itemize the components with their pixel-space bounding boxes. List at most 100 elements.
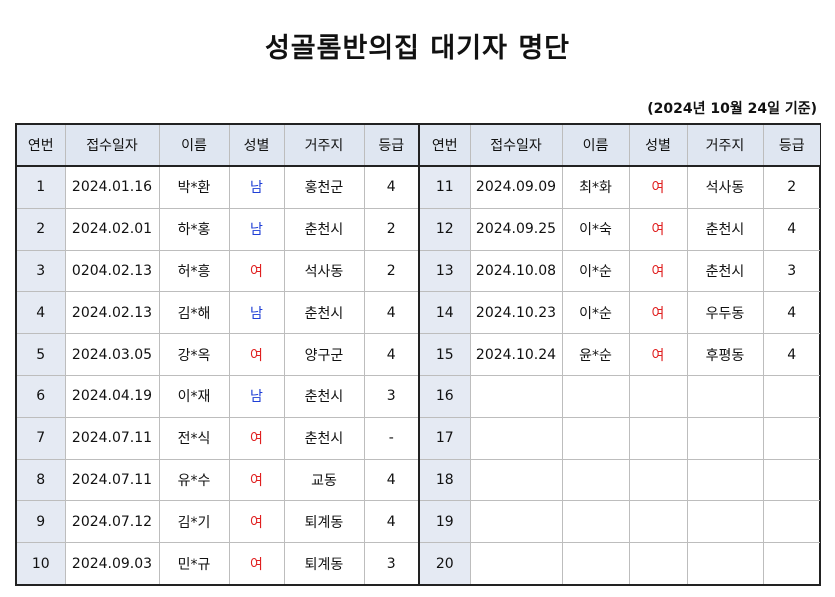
cell-name: 이*숙 [561, 207, 630, 251]
cell-grade: 4 [762, 291, 820, 335]
cell-grade: 3 [762, 249, 820, 293]
cell-name: 이*재 [158, 374, 230, 418]
cell-no: 13 [420, 249, 471, 293]
cell-grade: 2 [363, 207, 419, 251]
cell-no: 5 [17, 333, 66, 376]
cell-date: 2024.01.16 [64, 165, 160, 209]
table-row: 11 2024.09.09 최*화 여 석사동 2 [420, 165, 820, 209]
waitlist-table-right: 연번 접수일자 이름 성별 거주지 등급 11 2024.09.09 최*화 여 석사동… [420, 125, 820, 584]
table-row: 7 2024.07.11 전*식 여 춘천시 - [17, 416, 419, 460]
cell-grade: 4 [363, 165, 419, 209]
table-row: 17 [420, 416, 820, 460]
cell-name: 최*화 [561, 165, 630, 209]
cell-grade [762, 374, 820, 418]
cell-grade: 2 [363, 249, 419, 293]
header-date: 접수일자 [64, 125, 160, 167]
cell-name [561, 416, 630, 460]
header-date: 접수일자 [469, 125, 563, 167]
cell-gender: 여 [228, 500, 285, 544]
cell-grade: 2 [762, 165, 820, 209]
cell-date: 2024.09.09 [469, 165, 563, 209]
cell-gender: 여 [228, 416, 285, 460]
table-row: 1 2024.01.16 박*환 남 홍천군 4 [17, 165, 419, 209]
cell-no: 15 [420, 333, 471, 376]
cell-date: 2024.07.11 [64, 416, 160, 460]
cell-gender: 여 [628, 207, 688, 251]
table-row: 18 [420, 458, 820, 502]
cell-date: 2024.10.23 [469, 291, 563, 335]
table-row: 8 2024.07.11 유*수 여 교동 4 [17, 458, 419, 502]
cell-date: 2024.07.12 [64, 500, 160, 544]
as-of-date: (2024년 10월 24일 기준) [647, 101, 817, 117]
cell-no: 9 [17, 500, 66, 544]
cell-no: 2 [17, 207, 66, 251]
table-row: 2 2024.02.01 하*홍 남 춘천시 2 [17, 207, 419, 251]
cell-residence: 석사동 [686, 165, 764, 209]
page-title: 성골롬반의집 대기자 명단 [264, 33, 571, 64]
table-row: 16 [420, 374, 820, 418]
table-row: 19 [420, 500, 820, 544]
cell-residence: 우두동 [686, 291, 764, 335]
cell-residence [686, 374, 764, 418]
header-name: 이름 [158, 125, 230, 167]
header-name: 이름 [561, 125, 630, 167]
cell-gender: 여 [628, 291, 688, 335]
cell-name: 강*옥 [158, 333, 230, 376]
cell-grade: 4 [363, 333, 419, 376]
cell-date: 2024.07.11 [64, 458, 160, 502]
table-row: 6 2024.04.19 이*재 남 춘천시 3 [17, 374, 419, 418]
cell-residence: 춘천시 [686, 249, 764, 293]
header-residence: 거주지 [283, 125, 365, 167]
cell-no: 14 [420, 291, 471, 335]
cell-date: 2024.04.19 [64, 374, 160, 418]
header-residence: 거주지 [686, 125, 764, 167]
cell-grade [762, 500, 820, 544]
header-grade: 등급 [762, 125, 820, 167]
cell-grade: 4 [762, 333, 820, 376]
cell-gender: 남 [228, 165, 285, 209]
header-gender: 성별 [228, 125, 285, 167]
cell-residence: 후평동 [686, 333, 764, 376]
cell-grade [762, 458, 820, 502]
cell-residence [686, 542, 764, 584]
cell-name: 이*순 [561, 291, 630, 335]
cell-gender: 남 [228, 374, 285, 418]
table-row: 10 2024.09.03 민*규 여 퇴계동 3 [17, 542, 419, 584]
header-no: 연번 [420, 125, 471, 167]
cell-name [561, 542, 630, 584]
cell-residence: 교동 [283, 458, 365, 502]
table-row: 4 2024.02.13 김*해 남 춘천시 4 [17, 291, 419, 335]
header-row: 연번 접수일자 이름 성별 거주지 등급 [420, 125, 820, 167]
table-row: 13 2024.10.08 이*순 여 춘천시 3 [420, 249, 820, 293]
table-row: 5 2024.03.05 강*옥 여 양구군 4 [17, 333, 419, 376]
cell-grade: - [363, 416, 419, 460]
cell-date: 2024.10.24 [469, 333, 563, 376]
cell-gender: 남 [228, 207, 285, 251]
table-row: 12 2024.09.25 이*숙 여 춘천시 4 [420, 207, 820, 251]
cell-name: 하*홍 [158, 207, 230, 251]
table-row: 3 0204.02.13 허*흥 여 석사동 2 [17, 249, 419, 293]
cell-gender: 여 [228, 542, 285, 584]
cell-residence: 퇴계동 [283, 542, 365, 584]
table-row: 14 2024.10.23 이*순 여 우두동 4 [420, 291, 820, 335]
cell-no: 8 [17, 458, 66, 502]
cell-gender [628, 542, 688, 584]
cell-date: 2024.02.13 [64, 291, 160, 335]
cell-date: 2024.10.08 [469, 249, 563, 293]
cell-gender: 여 [628, 333, 688, 376]
cell-residence: 춘천시 [283, 374, 365, 418]
cell-residence: 춘천시 [686, 207, 764, 251]
cell-name: 이*순 [561, 249, 630, 293]
cell-grade: 4 [363, 500, 419, 544]
cell-name [561, 458, 630, 502]
cell-gender [628, 374, 688, 418]
cell-gender [628, 416, 688, 460]
cell-no: 12 [420, 207, 471, 251]
waitlist-tables: 연번 접수일자 이름 성별 거주지 등급 1 2024.01.16 박*환 남 홍천군 4… [15, 123, 821, 586]
cell-date [469, 542, 563, 584]
cell-no: 7 [17, 416, 66, 460]
cell-name: 박*환 [158, 165, 230, 209]
header-grade: 등급 [363, 125, 419, 167]
cell-residence: 춘천시 [283, 291, 365, 335]
cell-date: 2024.03.05 [64, 333, 160, 376]
